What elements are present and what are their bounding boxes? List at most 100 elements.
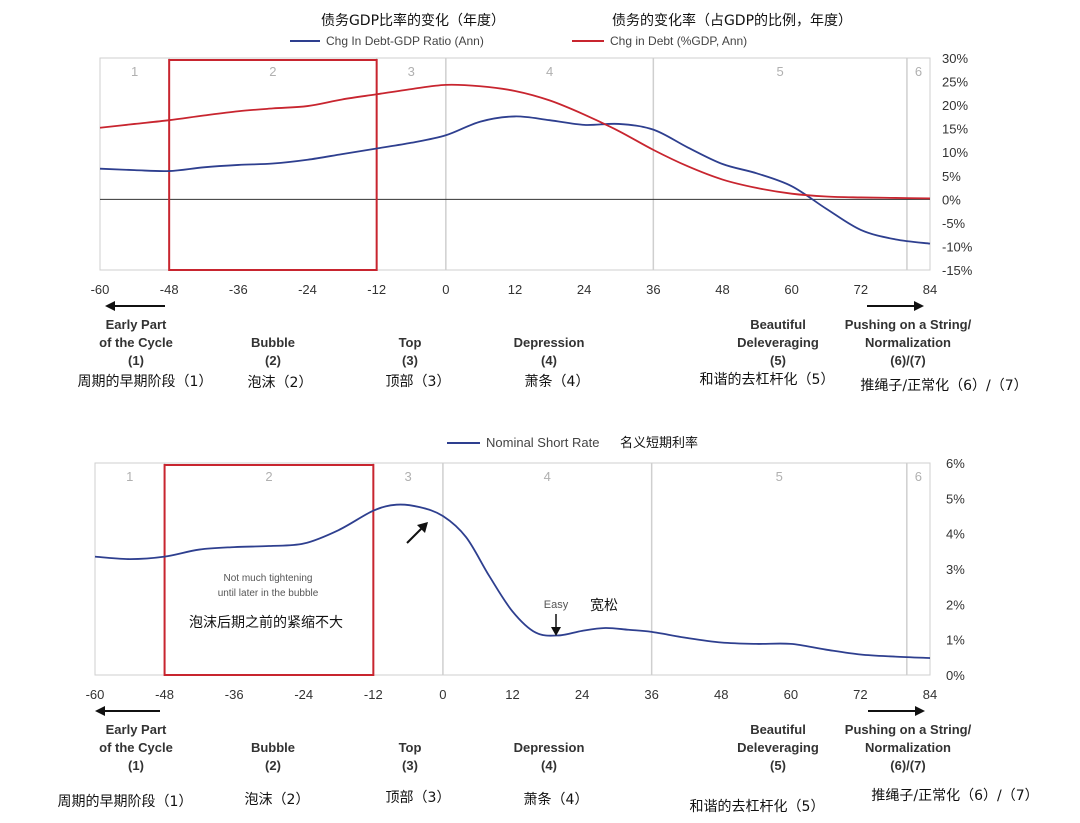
- y-tick-label: 5%: [946, 491, 965, 506]
- phase-number-label: 1: [131, 64, 138, 79]
- phase-label: (5): [770, 353, 786, 368]
- x-tick-label: 12: [508, 282, 522, 297]
- x-tick-label: -60: [91, 282, 110, 297]
- phase-label: (2): [265, 353, 281, 368]
- y-tick-label: -5%: [942, 216, 966, 231]
- phase-label: Bubble: [251, 335, 295, 350]
- phase-label: (3): [402, 353, 418, 368]
- phase-label: Beautiful: [750, 722, 806, 737]
- y-tick-label: 4%: [946, 527, 965, 542]
- x-tick-label: -24: [298, 282, 317, 297]
- phase-label: (6)/(7): [890, 758, 925, 773]
- left-arrow-icon: [105, 301, 115, 311]
- phase-label: (2): [265, 758, 281, 773]
- top-arrow-icon: [417, 522, 428, 533]
- phase-number-label: 5: [776, 469, 783, 484]
- x-tick-label: 60: [784, 687, 798, 702]
- x-tick-label: 0: [439, 687, 446, 702]
- x-tick-label: -12: [367, 282, 386, 297]
- phase-label: (3): [402, 758, 418, 773]
- series-line-blue-0: [99, 115, 931, 245]
- phase-label-zh: 推绳子/正常化（6）/（7）: [871, 788, 1038, 804]
- y-tick-label: 5%: [942, 169, 961, 184]
- phase-label: (5): [770, 758, 786, 773]
- x-tick-label: 72: [853, 687, 867, 702]
- annotation-tightening: Not much tightening: [224, 573, 313, 584]
- easy-arrow-icon: [551, 627, 561, 636]
- phase-label: Top: [399, 740, 422, 755]
- y-tick-label: -10%: [942, 239, 973, 254]
- phase-label: Normalization: [865, 335, 951, 350]
- y-tick-label: -15%: [942, 263, 973, 278]
- phase-number-label: 4: [546, 64, 553, 79]
- y-tick-label: 3%: [946, 562, 965, 577]
- phase-label: Depression: [514, 740, 585, 755]
- x-tick-label: 12: [505, 687, 519, 702]
- x-tick-label: 24: [577, 282, 591, 297]
- phase-number-label: 1: [126, 469, 133, 484]
- phase-label-zh: 泡沫（2）: [248, 375, 313, 391]
- y-tick-label: 20%: [942, 98, 968, 113]
- x-tick-label: 72: [854, 282, 868, 297]
- x-tick-label: -48: [160, 282, 179, 297]
- annotation-easy-zh: 宽松: [590, 597, 618, 614]
- legend-label-rate: Nominal Short Rate: [486, 435, 599, 450]
- y-tick-label: 25%: [942, 75, 968, 90]
- series-line-blue-1: [94, 503, 931, 659]
- plot-frame-0: [99, 57, 931, 271]
- legend-label-rate-zh: 名义短期利率: [620, 435, 698, 451]
- x-tick-label: 60: [784, 282, 798, 297]
- x-tick-label: -36: [229, 282, 248, 297]
- phase-label-zh: 和谐的去杠杆化（5）: [690, 799, 825, 815]
- x-tick-label: 48: [714, 687, 728, 702]
- phase-label: Depression: [514, 335, 585, 350]
- phase-label-zh: 周期的早期阶段（1）: [78, 374, 213, 390]
- phase-number-label: 3: [408, 64, 415, 79]
- phase-label: Early Part: [106, 722, 167, 737]
- plot-frame-1: [94, 462, 931, 676]
- phase-label: Top: [399, 335, 422, 350]
- y-tick-label: 15%: [942, 122, 968, 137]
- phase-label-zh: 萧条（4）: [525, 373, 590, 390]
- annotation-tightening-zh: 泡沫后期之前的紧缩不大: [189, 614, 343, 631]
- annotation-tightening: until later in the bubble: [218, 588, 319, 599]
- phase-label: (4): [541, 353, 557, 368]
- phase-number-label: 4: [544, 469, 551, 484]
- phase-number-label: 2: [265, 469, 272, 484]
- phase-label-zh: 周期的早期阶段（1）: [58, 794, 193, 810]
- bubble-highlight-box: [163, 464, 375, 676]
- x-tick-label: -36: [225, 687, 244, 702]
- phase-label: Early Part: [106, 317, 167, 332]
- x-tick-label: 36: [646, 282, 660, 297]
- phase-label: Deleveraging: [737, 740, 819, 755]
- x-tick-label: 36: [644, 687, 658, 702]
- series-line-red-0: [99, 83, 931, 200]
- chart1-title-zh-left: 债务GDP比率的变化（年度）: [321, 12, 505, 29]
- phase-label: (1): [128, 758, 144, 773]
- y-tick-label: 6%: [946, 456, 965, 471]
- phase-number-label: 6: [915, 469, 922, 484]
- phase-number-label: 3: [405, 469, 412, 484]
- legend-label-blue: Chg In Debt-GDP Ratio (Ann): [326, 34, 484, 48]
- x-tick-label: 84: [923, 687, 937, 702]
- phase-label-zh: 泡沫（2）: [245, 792, 310, 808]
- phase-label: Pushing on a String/: [845, 317, 972, 332]
- bubble-highlight-box: [168, 59, 378, 271]
- legend-label-red: Chg in Debt (%GDP, Ann): [610, 34, 747, 48]
- phase-label-zh: 顶部（3）: [386, 374, 451, 390]
- x-tick-label: 48: [715, 282, 729, 297]
- phase-label-zh: 萧条（4）: [524, 791, 589, 808]
- annotation-easy: Easy: [544, 599, 569, 611]
- phase-label: (1): [128, 353, 144, 368]
- right-arrow-icon: [915, 706, 925, 716]
- y-tick-label: 1%: [946, 633, 965, 648]
- phase-label-zh: 顶部（3）: [386, 790, 451, 806]
- phase-label: Bubble: [251, 740, 295, 755]
- phase-number-label: 6: [915, 64, 922, 79]
- phase-label: Pushing on a String/: [845, 722, 972, 737]
- phase-number-label: 2: [269, 64, 276, 79]
- x-tick-label: -12: [364, 687, 383, 702]
- y-tick-label: 0%: [946, 668, 965, 683]
- right-arrow-icon: [914, 301, 924, 311]
